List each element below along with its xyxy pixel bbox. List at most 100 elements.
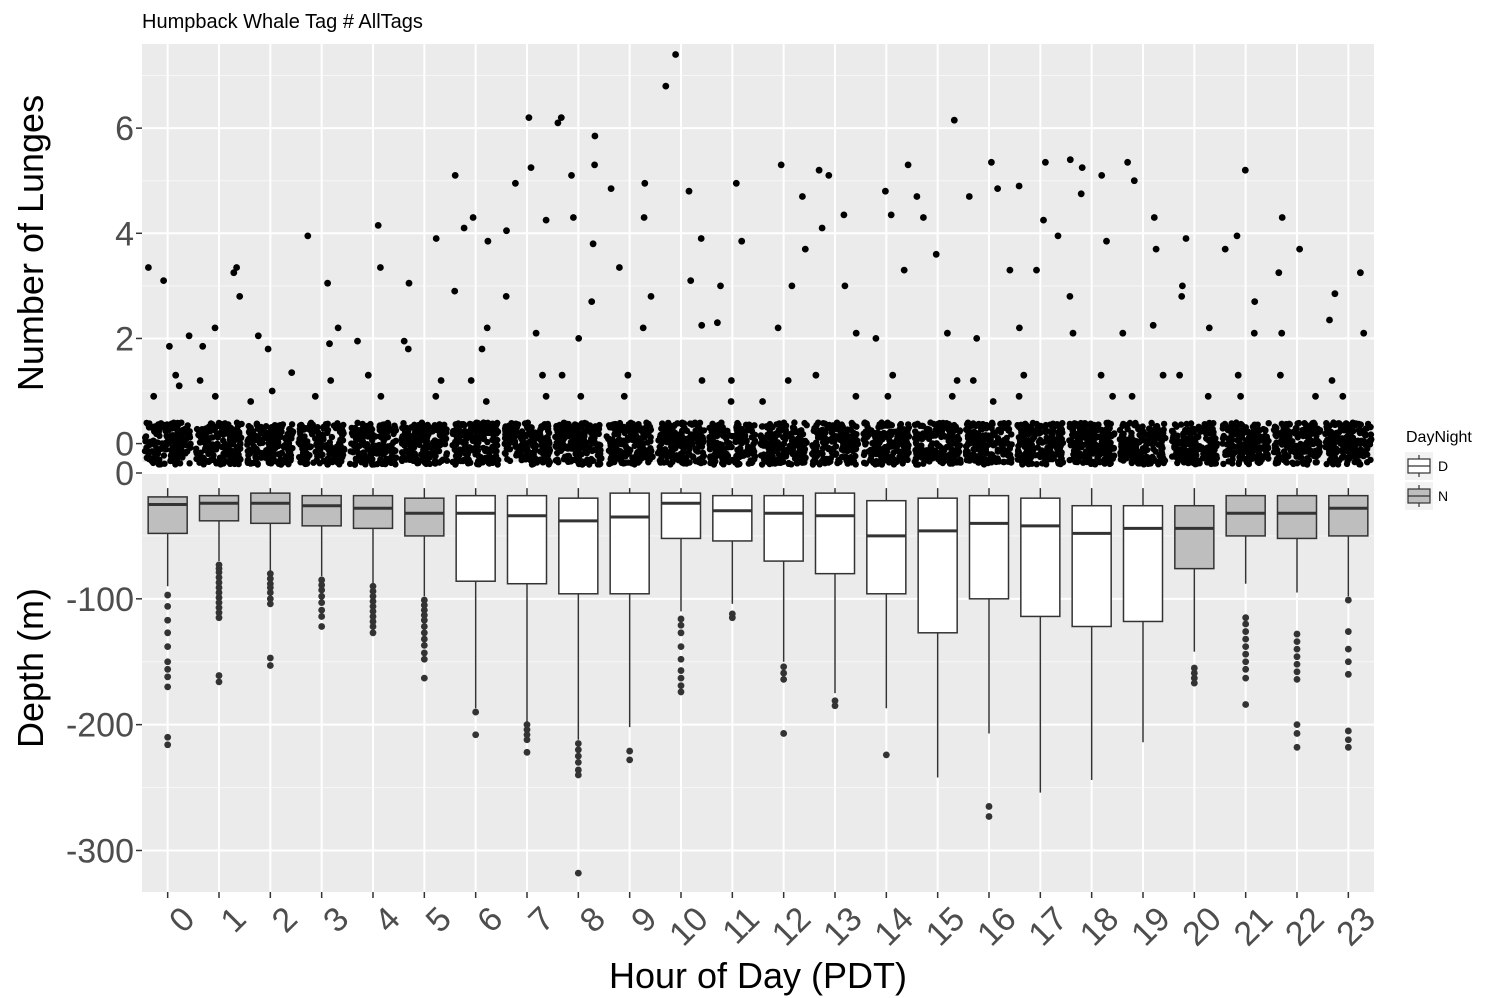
lunge-point [1152, 245, 1160, 253]
lunge-point [784, 377, 792, 384]
zero-lunge-point [475, 458, 482, 465]
lunge-point [264, 345, 272, 353]
zero-lunge-point [364, 445, 371, 452]
zero-lunge-point [744, 451, 751, 458]
lunge-point [1119, 329, 1127, 337]
iqr-box [558, 497, 599, 595]
zero-lunge-point [1290, 444, 1298, 451]
zero-lunge-point [929, 455, 936, 462]
zero-lunge-point [712, 458, 719, 465]
zero-lunge-point [1265, 455, 1272, 462]
zero-cluster-hour-21 [1219, 419, 1272, 468]
zero-lunge-point [186, 428, 193, 435]
zero-lunge-point [1008, 431, 1015, 438]
zero-cluster-hour-0 [141, 419, 194, 468]
zero-lunge-point [519, 436, 526, 443]
zero-cluster-hour-16 [962, 419, 1015, 468]
zero-lunge-point [867, 457, 874, 464]
x-tick-label: 4 [367, 900, 407, 940]
outlier-point [1242, 701, 1250, 708]
zero-lunge-point [1348, 426, 1355, 433]
lunge-point [145, 264, 152, 271]
zero-lunge-point [1201, 421, 1208, 428]
iqr-box [1122, 504, 1164, 623]
outlier-point [574, 758, 582, 766]
zero-lunge-point [391, 457, 398, 464]
zero-lunge-point [1106, 425, 1113, 432]
zero-lunge-point [1091, 447, 1099, 455]
zero-lunge-point [244, 438, 251, 445]
outlier-point [1242, 650, 1250, 658]
outlier-point [420, 655, 428, 663]
lunge-point [1069, 329, 1077, 337]
zero-lunge-point [202, 439, 209, 446]
lunge-point [973, 335, 981, 342]
zero-lunge-point [203, 457, 211, 465]
zero-lunge-point [303, 455, 311, 462]
lunge-point [199, 342, 207, 350]
outlier-point [215, 672, 223, 679]
zero-lunge-point [942, 457, 949, 464]
zero-lunge-point [1193, 460, 1201, 467]
outlier-point [1242, 674, 1250, 682]
zero-lunge-point [403, 424, 410, 432]
zero-lunge-point [324, 429, 331, 437]
zero-lunge-point [789, 446, 796, 454]
zero-lunge-point [150, 459, 157, 467]
outlier-point [369, 623, 377, 630]
outlier-point [164, 658, 172, 666]
zero-lunge-point [791, 419, 798, 426]
zero-lunge-point [173, 431, 181, 438]
lunge-point [1124, 158, 1131, 166]
outlier-point [780, 675, 788, 683]
zero-lunge-point [879, 451, 886, 458]
zero-lunge-point [196, 439, 204, 446]
zero-lunge-point [517, 429, 524, 437]
lunge-point [1098, 172, 1106, 179]
zero-lunge-point [1334, 438, 1342, 445]
outlier-point [266, 662, 274, 669]
zero-lunge-point [423, 460, 430, 468]
zero-lunge-point [224, 425, 232, 433]
zero-lunge-point [811, 455, 819, 462]
zero-lunge-point [288, 435, 295, 442]
zero-lunge-point [785, 432, 792, 440]
zero-lunge-point [795, 434, 803, 442]
zero-lunge-point [809, 461, 817, 468]
zero-cluster-hour-9 [603, 419, 656, 468]
zero-lunge-point [1139, 433, 1146, 441]
lunge-point [1097, 371, 1105, 379]
lunge-point [852, 392, 860, 400]
lunge-point [484, 237, 492, 245]
zero-lunge-point [552, 433, 559, 441]
zero-lunge-point [829, 436, 837, 444]
zero-lunge-point [355, 433, 363, 440]
zero-lunge-point [280, 442, 287, 450]
zero-lunge-point [532, 429, 539, 436]
zero-lunge-point [1207, 426, 1214, 433]
zero-lunge-point [472, 451, 479, 458]
zero-lunge-point [736, 460, 743, 468]
zero-lunge-point [301, 460, 309, 467]
zero-lunge-point [249, 459, 256, 467]
lunge-point [717, 282, 724, 290]
x-tick-label: 19 [1124, 900, 1178, 954]
zero-lunge-point [1255, 459, 1263, 467]
zero-lunge-point [1308, 423, 1315, 430]
zero-lunge-point [1301, 429, 1308, 437]
zero-lunge-point [249, 446, 256, 453]
lunge-point [311, 392, 319, 400]
zero-lunge-point [154, 450, 161, 457]
iqr-box [712, 494, 753, 542]
lunge-point [268, 387, 276, 395]
outlier-point [318, 606, 326, 614]
lunge-point [1066, 293, 1074, 300]
outlier-point [1344, 736, 1352, 744]
zero-lunge-point [511, 433, 518, 441]
lunge-point [482, 398, 490, 405]
lunge-point [1250, 329, 1258, 337]
zero-lunge-point [899, 440, 907, 448]
zero-lunge-point [369, 431, 377, 439]
zero-lunge-point [285, 440, 293, 447]
